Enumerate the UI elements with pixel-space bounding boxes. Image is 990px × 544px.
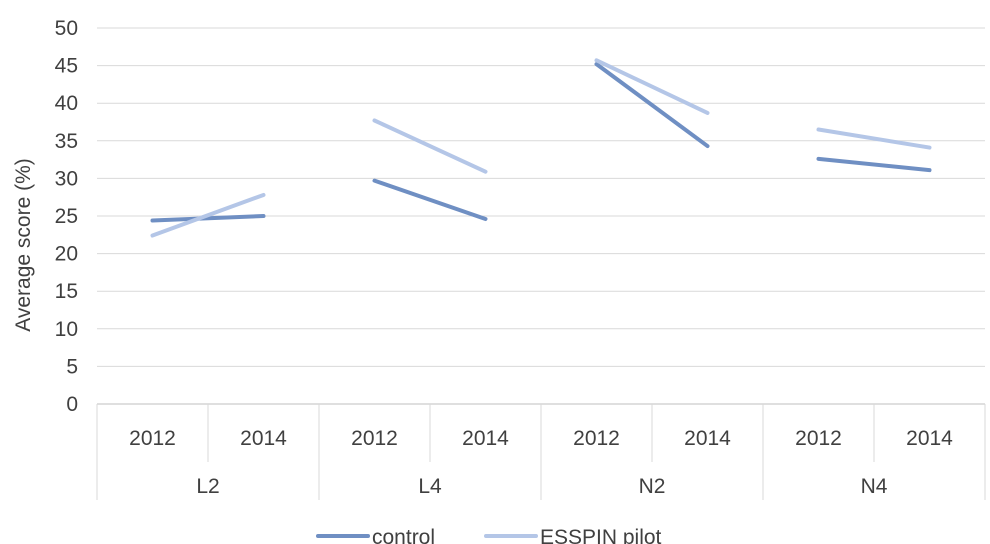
x-tick-label: 2014 (906, 427, 953, 450)
group-label: L2 (196, 475, 219, 498)
series-segment (372, 178, 488, 222)
y-axis-label: Average score (%) (12, 158, 35, 332)
series-segment (816, 127, 932, 150)
x-axis: 2012 2014 L2 2012 2014 L4 2012 2014 N2 2012 2014 N4 (96, 404, 986, 500)
series-segment (150, 214, 266, 223)
y-tick-label: 20 (55, 243, 78, 266)
y-tick-label: 25 (55, 205, 78, 228)
series-segment (150, 192, 266, 238)
legend-label: ESSPIN pilot (540, 526, 662, 544)
x-tick-label: 2014 (462, 427, 509, 450)
y-tick-label: 10 (55, 318, 78, 341)
y-tick-label: 15 (55, 280, 78, 303)
group-label: N4 (861, 475, 888, 498)
series-segment (816, 156, 932, 173)
x-tick-label: 2012 (351, 427, 398, 450)
group-label: L4 (418, 475, 442, 498)
x-tick-label: 2014 (240, 427, 287, 450)
group-label: N2 (639, 475, 666, 498)
x-tick-label: 2014 (684, 427, 731, 450)
y-axis-ticks: 0 5 10 15 20 25 30 35 40 45 50 (55, 17, 78, 416)
y-tick-label: 30 (55, 167, 78, 190)
y-tick-label: 0 (66, 393, 78, 416)
y-tick-label: 45 (55, 55, 78, 78)
x-tick-label: 2012 (573, 427, 620, 450)
y-tick-label: 5 (66, 355, 78, 378)
legend-label: control (372, 526, 435, 544)
y-tick-label: 40 (55, 92, 78, 115)
series-lines (150, 58, 932, 238)
series-segment (372, 118, 488, 174)
series-segment (594, 62, 710, 149)
series-segment (594, 58, 710, 115)
x-tick-label: 2012 (795, 427, 842, 450)
legend: control ESSPIN pilot (316, 526, 662, 544)
x-tick-label: 2012 (129, 427, 176, 450)
y-tick-label: 50 (55, 17, 78, 40)
y-tick-label: 35 (55, 130, 78, 153)
